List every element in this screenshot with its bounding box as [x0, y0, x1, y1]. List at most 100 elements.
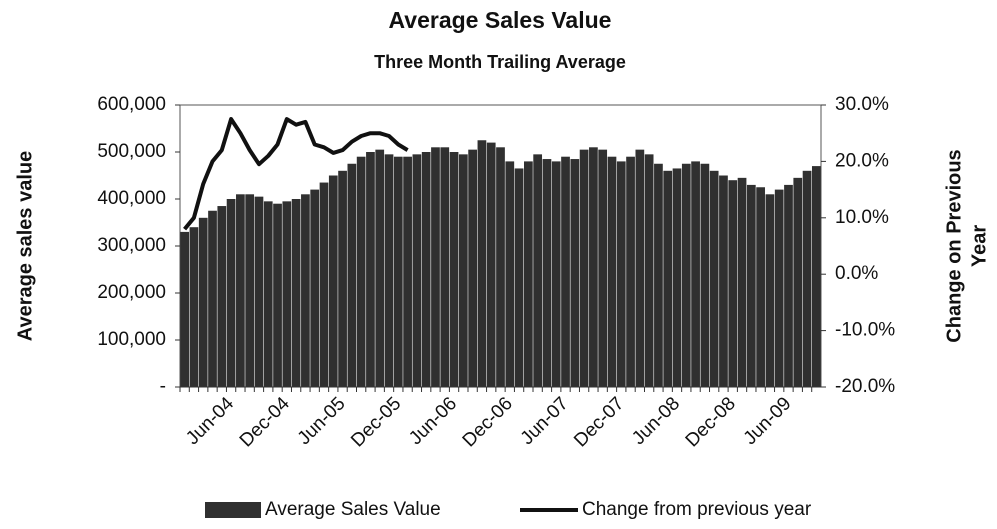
bar [301, 194, 310, 387]
bar [700, 163, 710, 387]
y2-tick-label: 0.0% [835, 263, 878, 284]
bar [746, 184, 756, 387]
bar [347, 163, 357, 387]
bar [263, 201, 273, 387]
bar [774, 189, 784, 387]
legend-swatch [205, 502, 261, 518]
bar [291, 199, 301, 387]
bar [737, 177, 747, 387]
bar [440, 147, 450, 387]
y-tick-label: - [160, 376, 166, 397]
y-tick-label: 300,000 [97, 235, 166, 256]
bar [189, 227, 199, 387]
bar [681, 163, 691, 387]
bar [245, 194, 255, 387]
x-tick-label: Jun-04 [182, 393, 238, 449]
bar [570, 159, 580, 387]
bar [719, 175, 728, 387]
bar [635, 149, 645, 387]
bar [626, 156, 635, 387]
y-tick-label: 100,000 [97, 329, 166, 350]
bar [431, 147, 440, 387]
bar [458, 154, 468, 387]
bar [217, 206, 227, 387]
bar [338, 170, 347, 387]
bar [310, 189, 320, 387]
x-tick-label: Dec-06 [459, 393, 517, 451]
chart-title: Average Sales Value [389, 7, 612, 33]
bar [756, 187, 765, 387]
y-tick-label: 200,000 [97, 282, 166, 303]
bar [691, 161, 700, 387]
bar [505, 161, 515, 387]
y2-tick-label: -10.0% [835, 320, 895, 341]
x-tick-label: Dec-05 [347, 393, 405, 451]
y2-tick-label: 30.0% [835, 94, 889, 115]
bar [709, 170, 719, 387]
y2-axis-title: Year [968, 225, 990, 267]
legend-label: Change from previous year [582, 499, 812, 520]
bar [672, 168, 682, 387]
x-tick-label: Dec-07 [570, 393, 628, 451]
y-tick-label: 500,000 [97, 141, 166, 162]
bar [328, 175, 338, 387]
bar [793, 177, 803, 387]
bar [561, 156, 570, 387]
bar [356, 156, 366, 387]
bar [524, 161, 533, 387]
x-tick-label: Jun-05 [294, 393, 350, 449]
bar [784, 184, 793, 387]
bar [728, 180, 738, 387]
y2-tick-label: 20.0% [835, 150, 889, 171]
bar [449, 152, 459, 387]
bar [273, 203, 282, 387]
x-tick-label: Dec-08 [682, 393, 740, 451]
y2-tick-label: -20.0% [835, 376, 895, 397]
bar [654, 163, 663, 387]
bar [644, 154, 654, 387]
bar [811, 166, 821, 387]
bar [375, 149, 385, 387]
y-tick-label: 400,000 [97, 188, 166, 209]
bar [180, 231, 190, 387]
x-tick-label: Jun-06 [405, 393, 461, 449]
bar [765, 194, 775, 387]
bar [468, 149, 477, 387]
bar [412, 154, 422, 387]
y-axis-title: Average sales value [14, 151, 36, 342]
bar [663, 170, 673, 387]
bar [366, 152, 375, 387]
bar [514, 168, 524, 387]
y-tick-label: 600,000 [97, 94, 166, 115]
bar [384, 154, 394, 387]
bar [477, 140, 487, 387]
bar [542, 159, 552, 387]
bar [198, 217, 208, 387]
bar [589, 147, 598, 387]
bar [579, 149, 589, 387]
x-tick-label: Jun-08 [628, 393, 684, 449]
line [183, 117, 409, 231]
bar [616, 161, 626, 387]
bar [551, 161, 561, 387]
bar [598, 149, 608, 387]
bar [226, 199, 236, 387]
y2-axis-title: Change on Previous [943, 149, 965, 342]
bar [533, 154, 543, 387]
bar [802, 170, 812, 387]
y2-tick-label: 10.0% [835, 207, 889, 228]
x-tick-label: Jun-09 [740, 393, 796, 449]
bar [607, 156, 617, 387]
bar [403, 156, 412, 387]
x-tick-label: Jun-07 [517, 393, 573, 449]
bar [282, 201, 292, 387]
bar [393, 156, 403, 387]
bar [496, 147, 505, 387]
x-tick-label: Dec-04 [236, 393, 294, 451]
chart-subtitle: Three Month Trailing Average [374, 52, 626, 72]
bar [208, 210, 217, 387]
legend-label: Average Sales Value [265, 499, 441, 520]
bar [236, 194, 245, 387]
bar [254, 196, 264, 387]
